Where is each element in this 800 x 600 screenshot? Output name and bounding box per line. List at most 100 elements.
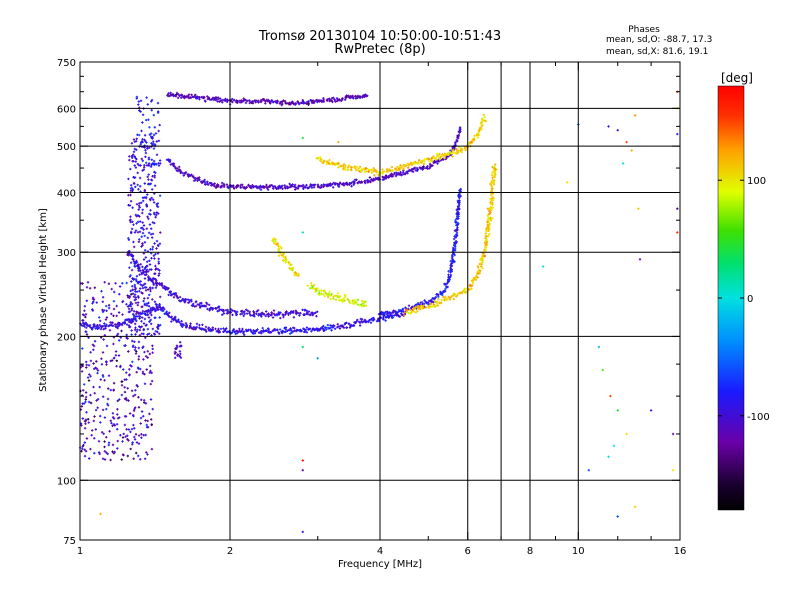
echo-point — [137, 340, 141, 344]
echo-point — [470, 284, 474, 287]
echo-point — [134, 389, 137, 392]
echo-point — [129, 261, 133, 264]
echo-point — [459, 189, 462, 193]
echo-point — [104, 318, 108, 321]
echo-point — [105, 407, 108, 411]
echo-point — [293, 183, 297, 187]
echo-point — [146, 350, 149, 353]
echo-point — [195, 325, 199, 329]
echo-point — [142, 415, 145, 418]
echo-point — [242, 310, 245, 314]
echo-point — [144, 256, 147, 259]
echo-point — [489, 211, 492, 214]
echo-point — [154, 132, 158, 135]
echo-point — [147, 301, 150, 305]
echo-point — [141, 231, 145, 235]
echo-point — [477, 266, 480, 269]
echo-point — [131, 345, 135, 349]
echo-point — [101, 457, 105, 460]
echo-point — [141, 265, 144, 269]
echo-point — [205, 301, 208, 304]
echo-point — [134, 301, 138, 305]
echo-point — [437, 160, 440, 163]
echo-point — [437, 293, 440, 297]
echo-point — [288, 332, 292, 335]
echo-point — [198, 323, 201, 327]
echo-point — [351, 96, 355, 99]
echo-point — [410, 311, 413, 314]
echo-point — [231, 309, 234, 312]
echo-point — [88, 287, 92, 290]
echo-point — [137, 208, 140, 211]
echo-point — [413, 166, 417, 170]
echo-point — [362, 320, 366, 323]
echo-point — [332, 162, 335, 165]
echo-point — [305, 309, 308, 313]
echo-point — [128, 155, 131, 158]
echo-point — [124, 415, 128, 418]
echo-point — [359, 169, 362, 172]
echo-point — [130, 280, 133, 283]
echo-point — [112, 357, 116, 360]
echo-point — [107, 304, 111, 307]
echo-point — [177, 318, 180, 321]
echo-point — [459, 130, 462, 133]
echo-point — [128, 266, 131, 269]
echo-point — [141, 272, 145, 275]
echo-point — [261, 311, 264, 314]
echo-point — [180, 320, 183, 323]
y-tick-label: 100 — [57, 476, 76, 487]
echo-point — [322, 185, 325, 188]
echo-point — [133, 283, 136, 287]
echo-point — [87, 421, 90, 424]
echo-point — [153, 126, 156, 129]
echo-point — [364, 321, 368, 324]
echo-point — [308, 327, 312, 330]
echo-point — [475, 132, 479, 136]
echo-point — [341, 300, 344, 303]
echo-point — [234, 330, 237, 333]
echo-point — [100, 326, 103, 329]
echo-point — [134, 346, 137, 349]
echo-point — [116, 413, 119, 416]
echo-point — [84, 395, 88, 399]
echo-point — [163, 285, 166, 288]
echo-point — [301, 136, 304, 140]
echo-point — [146, 327, 150, 331]
echo-point — [334, 298, 338, 301]
echo-point — [117, 354, 121, 357]
echo-point — [298, 314, 301, 317]
echo-point — [115, 314, 118, 318]
echo-point — [491, 176, 494, 179]
echo-point — [395, 173, 398, 176]
echo-point — [151, 344, 154, 347]
echo-point — [454, 141, 457, 144]
echo-point — [137, 263, 140, 266]
echo-point — [133, 328, 137, 331]
echo-point — [353, 165, 356, 168]
echo-point — [446, 285, 449, 289]
echo-point — [157, 110, 160, 113]
echo-point — [214, 307, 217, 310]
echo-point — [303, 308, 307, 311]
echo-point — [630, 149, 633, 152]
echo-point — [96, 369, 100, 372]
echo-point — [326, 323, 329, 327]
echo-point — [146, 313, 150, 316]
echo-point — [143, 267, 146, 271]
echo-point — [95, 301, 98, 304]
echo-point — [161, 309, 164, 312]
echo-point — [338, 98, 341, 101]
echo-point — [291, 267, 294, 270]
echo-point — [293, 326, 296, 330]
echo-point — [384, 319, 387, 322]
echo-point — [411, 308, 414, 312]
echo-point — [85, 437, 89, 440]
echo-point — [139, 283, 142, 286]
echo-point — [382, 170, 386, 173]
echo-point — [334, 162, 337, 166]
echo-point — [283, 326, 286, 330]
echo-point — [125, 378, 128, 381]
echo-point — [330, 293, 333, 296]
echo-point — [144, 433, 147, 437]
